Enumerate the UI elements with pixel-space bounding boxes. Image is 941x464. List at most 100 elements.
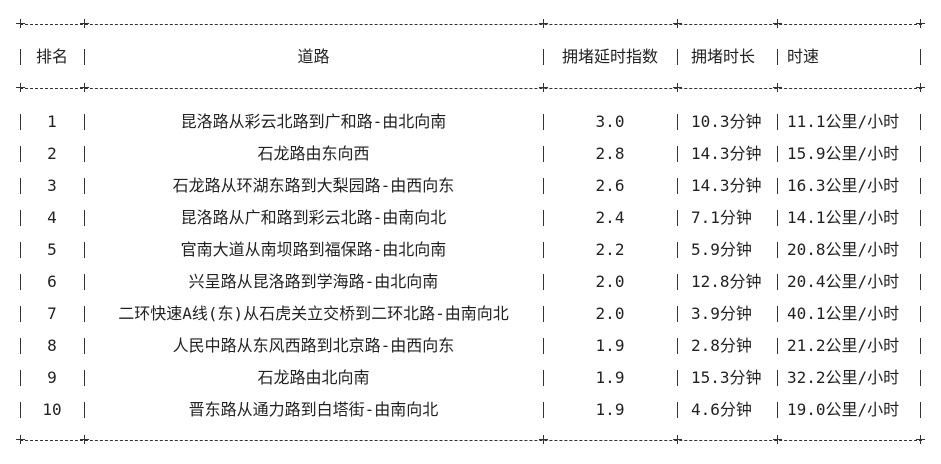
table-row-cell: 11.1公里/小时 [787,112,900,131]
column-divider [677,146,678,162]
column-divider [84,242,85,258]
table-row-cell: 32.2公里/小时 [787,368,900,387]
column-divider [920,402,921,418]
border-corner [773,435,782,444]
column-divider [920,114,921,130]
table-row-cell: 12.8分钟 [691,272,762,291]
table-row-cell: 石龙路由东向西 [257,144,370,163]
column-divider [920,338,921,354]
border-corner [80,19,89,28]
table-row-cell: 14.3分钟 [691,144,762,163]
column-divider [84,402,85,418]
column-divider [777,178,778,194]
column-divider [84,146,85,162]
table-row-cell: 15.9公里/小时 [787,144,900,163]
table-row-cell: 官南大道从南坝路到福保路-由北向南 [180,240,447,259]
table-row-cell: 5.9分钟 [691,240,752,259]
border-corner [16,83,25,92]
table-row-cell: 3.0 [595,112,625,131]
table-row-cell: 3 [47,176,57,195]
table-row-cell: 7 [47,304,57,323]
table-row-cell: 1.9 [595,336,625,355]
column-divider [920,274,921,290]
table-row: 3 石龙路从环湖东路到大梨园路-由西向东 2.6 14.3分钟 16.3公里/小时 [0,170,941,202]
table-row: 8 人民中路从东风西路到北京路-由西向东 1.9 2.8分钟 21.2公里/小时 [0,330,941,362]
column-divider [20,210,21,226]
table-row-cell: 14.1公里/小时 [787,208,900,227]
column-divider [84,370,85,386]
column-divider [677,210,678,226]
table-row-cell: 昆洛路从彩云北路到广和路-由北向南 [180,112,447,131]
column-divider [84,338,85,354]
column-divider [20,242,21,258]
column-divider [20,370,21,386]
column-divider [20,178,21,194]
column-divider [543,146,544,162]
table-row-cell: 15.3分钟 [691,368,762,387]
table-row: 2 石龙路由东向西 2.8 14.3分钟 15.9公里/小时 [0,138,941,170]
column-divider [920,49,921,65]
column-divider [777,274,778,290]
table-row-cell: 兴呈路从昆洛路到学海路-由北向南 [188,272,439,291]
table-row: 5 官南大道从南坝路到福保路-由北向南 2.2 5.9分钟 20.8公里/小时 [0,234,941,266]
table-row-cell: 4.6分钟 [691,400,752,419]
table-row-cell: 1 [47,112,57,131]
table-row: 4 昆洛路从广和路到彩云北路-由南向北 2.4 7.1分钟 14.1公里/小时 [0,202,941,234]
table-row-cell: 2.8分钟 [691,336,752,355]
column-divider [677,402,678,418]
column-divider [543,402,544,418]
border-corner [916,19,925,28]
table-row-cell: 8 [47,336,57,355]
column-divider [677,242,678,258]
column-divider [84,274,85,290]
column-divider [920,306,921,322]
table-row-cell: 3.9分钟 [691,304,752,323]
table-row-cell: 2.8 [595,144,625,163]
table-row-cell: 晋东路从通力路到白塔街-由南向北 [188,400,439,419]
table-row-cell: 20.8公里/小时 [787,240,900,259]
column-divider [20,114,21,130]
table-header-cell: 拥堵时长 [691,47,756,66]
column-divider [677,49,678,65]
column-divider [543,114,544,130]
column-divider [20,274,21,290]
table-row-cell: 2.6 [595,176,625,195]
table-row-cell: 5 [47,240,57,259]
column-divider [777,370,778,386]
table-header-cell: 拥堵延时指数 [561,47,658,66]
column-divider [920,242,921,258]
table-top-border [20,24,922,25]
table-header-cell: 排名 [35,47,68,66]
border-corner [539,435,548,444]
column-divider [777,49,778,65]
column-divider [677,370,678,386]
table-row-cell: 石龙路从环湖东路到大梨园路-由西向东 [172,176,455,195]
table-row-cell: 2.4 [595,208,625,227]
table-bottom-border [20,440,922,441]
table-row: 1 昆洛路从彩云北路到广和路-由北向南 3.0 10.3分钟 11.1公里/小时 [0,106,941,138]
table-row-cell: 14.3分钟 [691,176,762,195]
table-row-cell: 4 [47,208,57,227]
table-row-cell: 人民中路从东风西路到北京路-由西向东 [172,336,455,355]
border-corner [80,83,89,92]
column-divider [84,210,85,226]
column-divider [543,242,544,258]
column-divider [543,210,544,226]
column-divider [84,306,85,322]
column-divider [20,306,21,322]
border-corner [16,19,25,28]
table-row-cell: 1.9 [595,400,625,419]
column-divider [777,338,778,354]
column-divider [677,338,678,354]
table-row-cell: 2 [47,144,57,163]
column-divider [777,146,778,162]
column-divider [920,178,921,194]
table-row-cell: 20.4公里/小时 [787,272,900,291]
border-corner [80,435,89,444]
table-row-cell: 7.1分钟 [691,208,752,227]
column-divider [543,274,544,290]
border-corner [673,435,682,444]
border-corner [916,83,925,92]
table-row-cell: 21.2公里/小时 [787,336,900,355]
table-row: 7 二环快速A线(东)从石虎关立交桥到二环北路-由南向北 2.0 3.9分钟 40.1公… [0,298,941,330]
